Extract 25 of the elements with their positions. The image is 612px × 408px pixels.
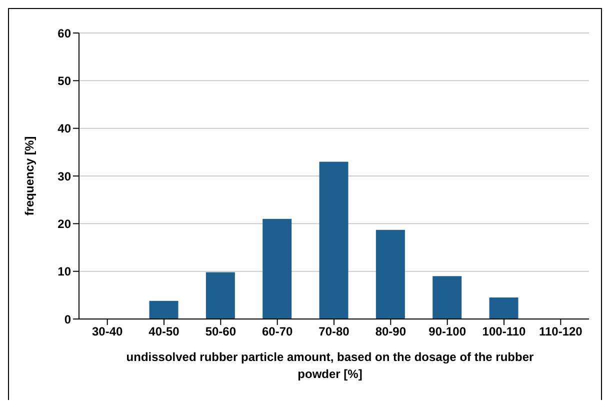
x-tick-label: 90-100: [428, 324, 466, 339]
y-tick-label: 60: [58, 26, 72, 40]
x-tick-label: 30-40: [92, 324, 123, 339]
y-tick-label: 40: [58, 122, 72, 136]
bar: [376, 230, 405, 319]
y-axis-title: frequency [%]: [22, 136, 36, 216]
y-tick-label: 50: [58, 74, 72, 88]
y-tick-label: 20: [58, 216, 72, 231]
bar: [319, 162, 348, 319]
x-tick-label: 110-120: [538, 324, 583, 339]
y-tick-label: 0: [64, 312, 72, 326]
x-tick-label: 100-110: [482, 324, 526, 339]
x-axis-title: undissolved rubber particle amount, based on the dosage of the rubber powder [%]: [125, 349, 535, 383]
x-tick-label: 50-60: [205, 324, 236, 339]
bar: [206, 272, 235, 319]
bar: [149, 300, 178, 319]
x-tick-label: 70-80: [318, 324, 350, 339]
x-tick-label: 40-50: [148, 324, 180, 339]
y-tick-label: 10: [58, 264, 72, 279]
x-tick-label: 60-70: [262, 324, 293, 339]
bar: [432, 276, 462, 319]
y-tick-label: 30: [58, 169, 72, 184]
bar: [262, 218, 292, 319]
x-tick-label: 80-90: [375, 324, 406, 339]
bar: [489, 298, 518, 319]
